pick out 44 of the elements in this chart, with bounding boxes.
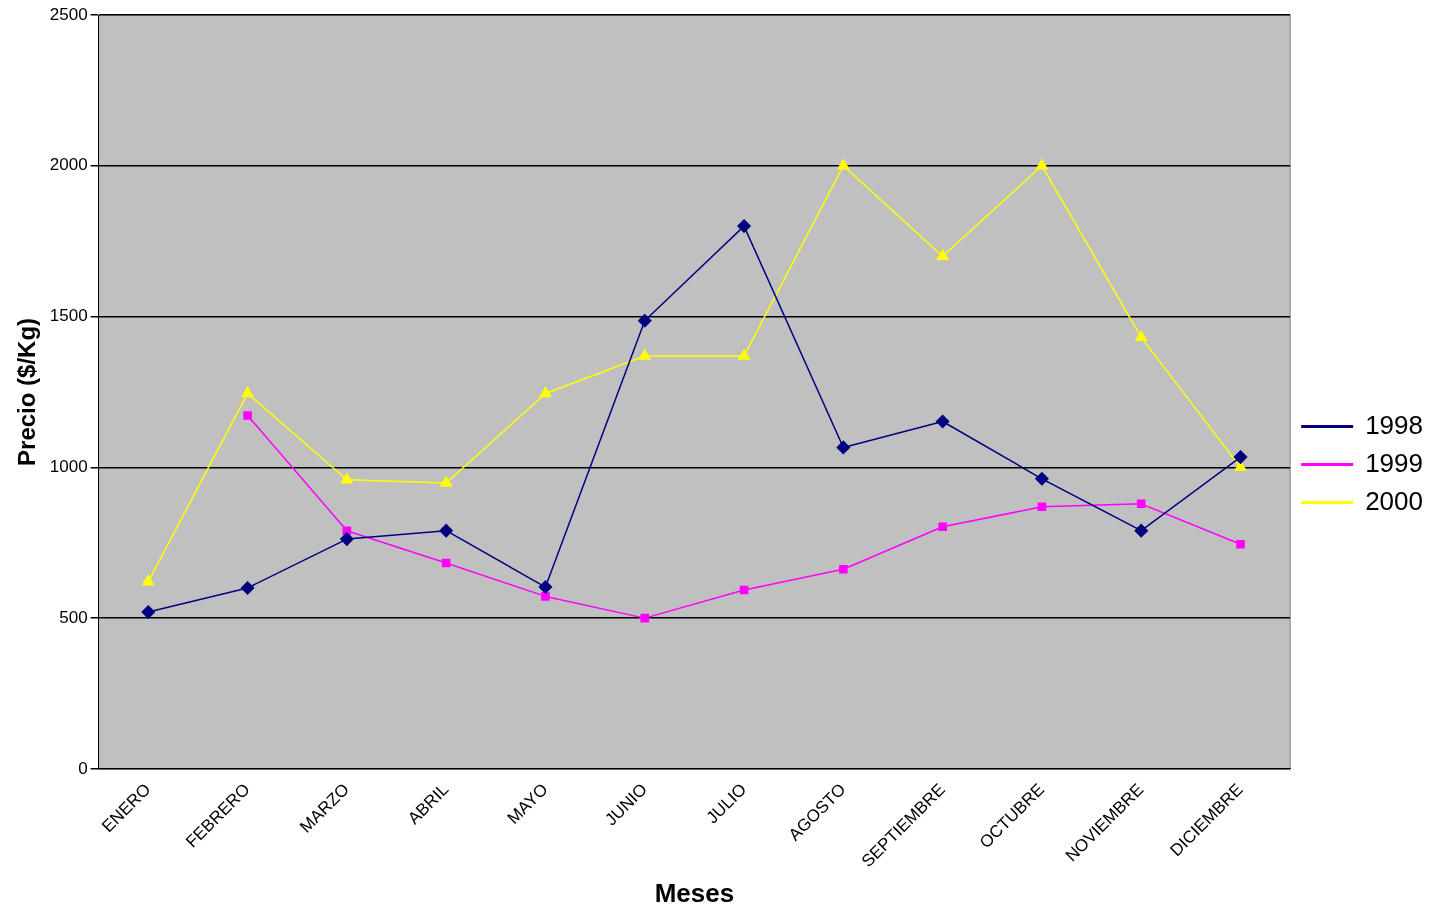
point: [541, 592, 550, 601]
point: [441, 558, 451, 568]
legend-label: 1998: [1365, 409, 1423, 440]
legend-label: 2000: [1365, 485, 1423, 516]
point: [738, 349, 750, 360]
point: [938, 522, 947, 532]
point: [936, 249, 949, 260]
point: [1037, 502, 1047, 512]
point: [1035, 159, 1048, 170]
point: [340, 472, 353, 484]
point: [539, 386, 552, 398]
legend-label: 1999: [1365, 447, 1423, 478]
y-axis-title: Precio ($/Kg): [13, 317, 41, 466]
y-tick-label: 1500: [49, 306, 88, 326]
point: [1035, 472, 1049, 486]
y-tick-label: 500: [59, 607, 88, 627]
point: [837, 159, 850, 170]
point: [243, 411, 252, 420]
y-tick-label: 1000: [49, 457, 88, 477]
point: [1134, 523, 1148, 538]
point: [538, 580, 553, 594]
point: [839, 564, 848, 574]
point: [141, 605, 156, 619]
point: [439, 523, 453, 538]
y-tick-label: 0: [78, 758, 88, 778]
x-axis-title: Meses: [654, 877, 735, 908]
point: [638, 349, 651, 360]
point: [935, 414, 950, 429]
point: [240, 581, 255, 595]
y-tick-label: 2000: [49, 155, 88, 175]
point: [1135, 330, 1148, 342]
point: [739, 585, 749, 595]
point: [1233, 450, 1248, 464]
point: [637, 314, 652, 328]
point: [1236, 539, 1245, 549]
point: [836, 440, 851, 455]
point: [440, 476, 453, 487]
point: [640, 613, 650, 623]
point: [142, 574, 155, 586]
point: [1136, 499, 1146, 509]
y-tick-label: 2500: [49, 4, 88, 24]
point: [737, 219, 751, 233]
point: [340, 532, 354, 546]
point: [241, 386, 254, 398]
